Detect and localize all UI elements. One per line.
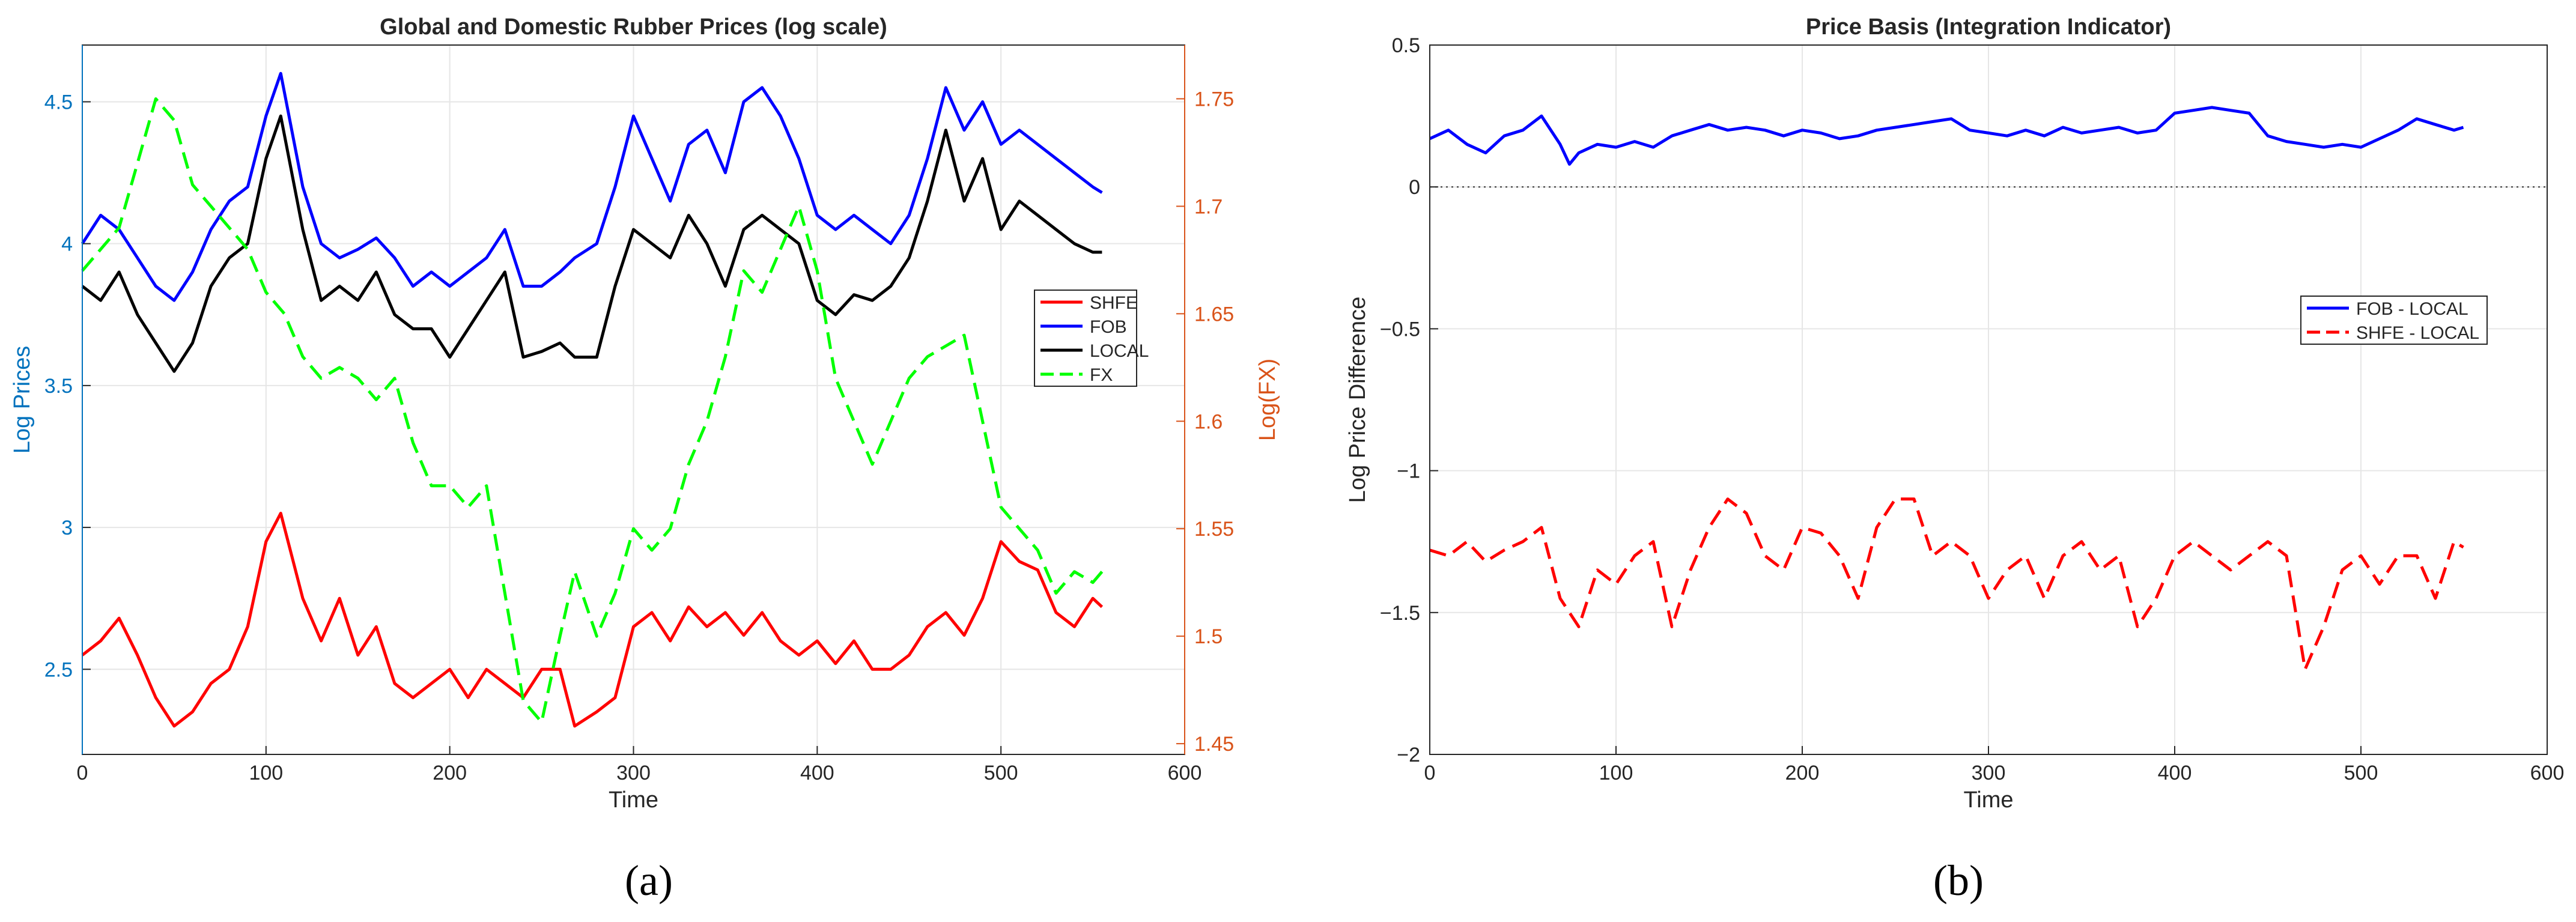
x-tick-label: 600 — [1168, 762, 1202, 784]
legend-entry-label: FX — [1090, 365, 1113, 385]
y2-tick-label: 1.75 — [1194, 88, 1234, 111]
x-tick-label: 600 — [2530, 762, 2565, 784]
y2-tick-label: 1.6 — [1194, 410, 1223, 433]
y-tick-label: 0.5 — [1392, 34, 1420, 57]
x-tick-label: 200 — [1785, 762, 1820, 784]
legend-entry-label: SHFE — [1090, 293, 1138, 313]
panel-caption: (a) — [625, 857, 673, 905]
y-axis-label: Log Price Difference — [1345, 297, 1370, 503]
y-tick-label: −2 — [1397, 744, 1420, 766]
y-tick-label: 2.5 — [44, 658, 73, 681]
x-tick-label: 0 — [77, 762, 88, 784]
legend-entry-label: LOCAL — [1090, 341, 1149, 361]
series-line-local — [81, 114, 1102, 373]
x-tick-label: 100 — [249, 762, 283, 784]
y-tick-label: −1 — [1397, 460, 1420, 483]
series-line-fob-local — [1429, 106, 2464, 166]
y2-tick-label: 1.55 — [1194, 518, 1234, 541]
legend-box — [1034, 290, 1137, 387]
chart-title: Price Basis (Integration Indicator) — [1806, 14, 2171, 40]
x-tick-label: 300 — [616, 762, 651, 784]
y-tick-label: −1.5 — [1380, 602, 1420, 625]
y2-tick-label: 1.7 — [1194, 195, 1223, 218]
legend-entry-label: FOB - LOCAL — [2356, 299, 2468, 319]
y2-tick-label: 1.65 — [1194, 303, 1234, 326]
y2-axis-label: Log(FX) — [1255, 359, 1280, 441]
series-line-shfe — [81, 512, 1104, 728]
x-tick-label: 300 — [1972, 762, 2006, 784]
panel-caption: (b) — [1933, 857, 1984, 905]
chart-panel-a: 0 100 200 300 400 500 600 2.5 3 3.5 4 4.5 1.45 1.5 1.5… — [10, 14, 1280, 905]
y-tick-label: −0.5 — [1380, 318, 1420, 341]
x-axis-label: Time — [1963, 787, 2013, 813]
x-tick-label: 500 — [984, 762, 1018, 784]
y-tick-label: 4.5 — [44, 91, 73, 114]
x-tick-label: 200 — [433, 762, 467, 784]
y-tick-label: 3 — [61, 517, 73, 539]
x-tick-label: 0 — [1424, 762, 1436, 784]
legend: SHFE FOB LOCAL FX — [1034, 290, 1149, 387]
legend-entry-label: SHFE - LOCAL — [2356, 323, 2479, 343]
chart-title: Global and Domestic Rubber Prices (log s… — [380, 14, 887, 40]
series-line-shfe-local — [1429, 497, 2464, 671]
y-tick-label: 4 — [61, 233, 73, 256]
series-line-fob — [80, 71, 1103, 302]
y2-tick-label: 1.5 — [1194, 625, 1223, 648]
x-tick-label: 400 — [2158, 762, 2192, 784]
y-tick-label: 3.5 — [44, 375, 73, 398]
y-axis-label: Log Prices — [10, 346, 35, 454]
legend: FOB - LOCAL SHFE - LOCAL — [2300, 296, 2488, 345]
x-tick-label: 500 — [2344, 762, 2378, 784]
y2-tick-label: 1.45 — [1194, 733, 1234, 756]
series-line-fx — [81, 97, 1104, 724]
x-axis-label: Time — [609, 787, 658, 813]
chart-panel-b: 0 100 200 300 400 500 600 −2 −1.5 −1 −0.5 0 0.5 Price… — [1345, 14, 2564, 905]
legend-box — [2300, 296, 2488, 345]
y-tick-label: 0 — [1409, 176, 1420, 199]
x-tick-label: 100 — [1599, 762, 1633, 784]
legend-entry-label: FOB — [1090, 317, 1127, 337]
x-tick-label: 400 — [800, 762, 834, 784]
